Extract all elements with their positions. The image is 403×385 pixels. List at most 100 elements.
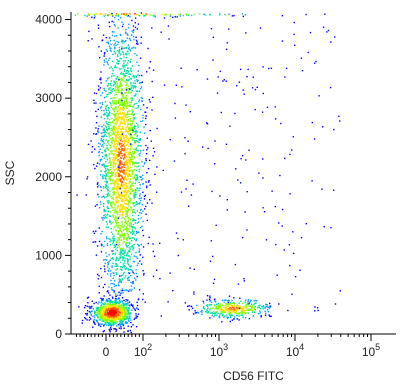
event-dot [107, 141, 109, 143]
event-dot [117, 117, 119, 119]
y-tick-label: 3000 [35, 91, 62, 105]
event-dot [112, 216, 115, 218]
event-dot [126, 171, 128, 174]
event-dot [131, 245, 133, 247]
event-dot [128, 187, 131, 190]
event-dot [311, 180, 313, 182]
event-dot [152, 250, 154, 253]
event-dot [93, 99, 95, 101]
event-dot [130, 321, 132, 324]
event-dot [124, 191, 126, 193]
event-dot [156, 127, 158, 130]
event-dot [130, 83, 132, 85]
event-dot [125, 28, 127, 31]
event-dot [127, 127, 130, 129]
event-dot [262, 177, 264, 179]
event-dot [108, 59, 110, 61]
event-dot [253, 300, 255, 302]
event-dot [226, 299, 229, 302]
event-dot [118, 224, 120, 226]
event-dot [84, 14, 86, 17]
event-dot [258, 305, 260, 307]
event-dot [98, 275, 100, 277]
event-dot [133, 211, 135, 213]
event-dot [244, 307, 247, 309]
event-dot [124, 316, 126, 318]
event-dot [125, 182, 128, 184]
event-dot [138, 90, 141, 92]
event-dot [101, 217, 103, 219]
event-dot [113, 23, 115, 26]
event-dot [138, 189, 140, 192]
event-dot [126, 120, 128, 123]
event-dot [128, 156, 130, 158]
event-dot [121, 145, 123, 147]
event-dot [111, 306, 113, 309]
event-dot [128, 170, 130, 173]
event-dot [129, 157, 131, 159]
event-dot [128, 290, 130, 292]
event-dot [86, 178, 88, 180]
event-dot [121, 274, 124, 276]
event-dot [132, 120, 134, 123]
event-dot [116, 185, 118, 188]
event-dot [115, 35, 118, 37]
event-dot [110, 231, 113, 233]
event-dot [129, 315, 131, 318]
event-dot [93, 316, 96, 318]
event-dot [114, 152, 117, 154]
event-dot [174, 102, 176, 105]
event-dot [95, 230, 97, 232]
event-dot [120, 170, 122, 172]
event-dot [102, 317, 105, 319]
event-dot [220, 111, 222, 114]
event-dot [132, 232, 134, 235]
event-dot [140, 108, 142, 111]
event-dot [129, 288, 131, 291]
event-dot [120, 17, 122, 19]
event-dot [123, 271, 125, 274]
event-dot [146, 185, 148, 187]
event-dot [112, 70, 114, 72]
event-dot [122, 94, 124, 97]
event-dot [120, 184, 123, 187]
event-dot [145, 181, 147, 183]
event-dot [88, 14, 90, 16]
event-dot [110, 244, 112, 246]
event-dot [266, 309, 269, 311]
event-dot [115, 315, 117, 317]
event-dot [90, 13, 92, 15]
event-dot [115, 122, 117, 124]
event-dot [135, 75, 137, 77]
event-dot [229, 314, 231, 316]
event-dot [127, 208, 129, 210]
event-dot [124, 177, 126, 179]
event-dot [146, 202, 149, 204]
event-dot [105, 185, 107, 187]
event-dot [114, 307, 116, 309]
event-dot [119, 152, 121, 154]
event-dot [128, 48, 130, 50]
event-dot [111, 153, 113, 155]
event-dot [122, 111, 124, 114]
event-dot [96, 13, 98, 15]
event-dot [117, 151, 120, 153]
event-dot [203, 302, 205, 304]
event-dot [248, 309, 251, 312]
event-dot [133, 226, 136, 229]
event-dot [218, 304, 221, 306]
event-dot [127, 71, 130, 73]
event-dot [120, 310, 123, 312]
event-dot [121, 304, 123, 307]
event-dot [257, 313, 260, 315]
event-dot [127, 268, 129, 270]
event-dot [149, 184, 151, 186]
event-dot [115, 134, 118, 136]
event-dot [118, 238, 120, 240]
event-dot [143, 15, 145, 17]
event-dot [133, 125, 136, 127]
event-dot [246, 229, 248, 231]
event-dot [231, 311, 233, 313]
event-dot [120, 184, 122, 186]
event-dot [112, 239, 114, 242]
